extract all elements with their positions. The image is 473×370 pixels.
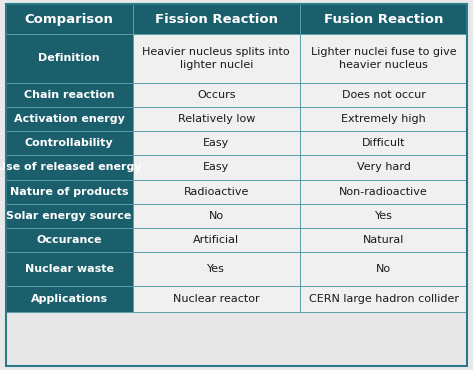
Text: Does not occur: Does not occur [342, 90, 426, 100]
Text: Easy: Easy [203, 138, 229, 148]
Text: Difficult: Difficult [362, 138, 405, 148]
Bar [132, 228, 300, 252]
Bar [300, 4, 467, 34]
Bar [132, 34, 300, 83]
Text: Lighter nuclei fuse to give
heavier nucleus: Lighter nuclei fuse to give heavier nucl… [311, 47, 456, 70]
Text: Very hard: Very hard [357, 162, 411, 172]
Bar [6, 107, 132, 131]
Text: Yes: Yes [375, 211, 393, 221]
Bar [6, 204, 132, 228]
Bar [132, 107, 300, 131]
Bar [132, 252, 300, 286]
Text: Comparison: Comparison [25, 13, 114, 26]
Bar [132, 204, 300, 228]
Bar [300, 286, 467, 312]
Bar [132, 131, 300, 155]
Text: Nuclear reactor: Nuclear reactor [173, 294, 260, 304]
Bar [300, 204, 467, 228]
Text: Applications: Applications [31, 294, 108, 304]
Text: Heavier nucleus splits into
lighter nuclei: Heavier nucleus splits into lighter nucl… [142, 47, 290, 70]
Bar [6, 4, 132, 34]
Bar [6, 131, 132, 155]
Bar [6, 286, 132, 312]
Text: Extremely high: Extremely high [342, 114, 426, 124]
Text: Radioactive: Radioactive [184, 187, 249, 197]
Text: Nuclear waste: Nuclear waste [25, 264, 114, 274]
Bar [132, 4, 300, 34]
Bar [300, 252, 467, 286]
Text: Relatively low: Relatively low [178, 114, 255, 124]
Bar [6, 155, 132, 179]
Text: CERN large hadron collider: CERN large hadron collider [309, 294, 459, 304]
Text: Yes: Yes [207, 264, 225, 274]
Text: Easy: Easy [203, 162, 229, 172]
Bar [132, 155, 300, 179]
Bar [300, 131, 467, 155]
Text: Non-radioactive: Non-radioactive [339, 187, 428, 197]
Text: No: No [209, 211, 224, 221]
Bar [6, 228, 132, 252]
Bar [300, 228, 467, 252]
Text: Chain reaction: Chain reaction [24, 90, 114, 100]
Text: No: No [376, 264, 391, 274]
Text: Solar energy source: Solar energy source [7, 211, 132, 221]
Text: Activation energy: Activation energy [14, 114, 124, 124]
Bar [300, 179, 467, 204]
Text: Fusion Reaction: Fusion Reaction [324, 13, 443, 26]
Text: Nature of products: Nature of products [10, 187, 128, 197]
Bar [6, 179, 132, 204]
Bar [6, 252, 132, 286]
Text: Occurance: Occurance [36, 235, 102, 245]
Text: Occurs: Occurs [197, 90, 236, 100]
Text: Natural: Natural [363, 235, 404, 245]
Bar [132, 83, 300, 107]
Bar [6, 83, 132, 107]
Text: Use of released energy: Use of released energy [0, 162, 141, 172]
Bar [6, 34, 132, 83]
Text: Fission Reaction: Fission Reaction [155, 13, 278, 26]
Text: Controllability: Controllability [25, 138, 114, 148]
Bar [300, 107, 467, 131]
Bar [132, 179, 300, 204]
Bar [300, 83, 467, 107]
Bar [300, 155, 467, 179]
Bar [132, 286, 300, 312]
Text: Artificial: Artificial [193, 235, 239, 245]
Bar [300, 34, 467, 83]
Text: Definition: Definition [38, 53, 100, 63]
